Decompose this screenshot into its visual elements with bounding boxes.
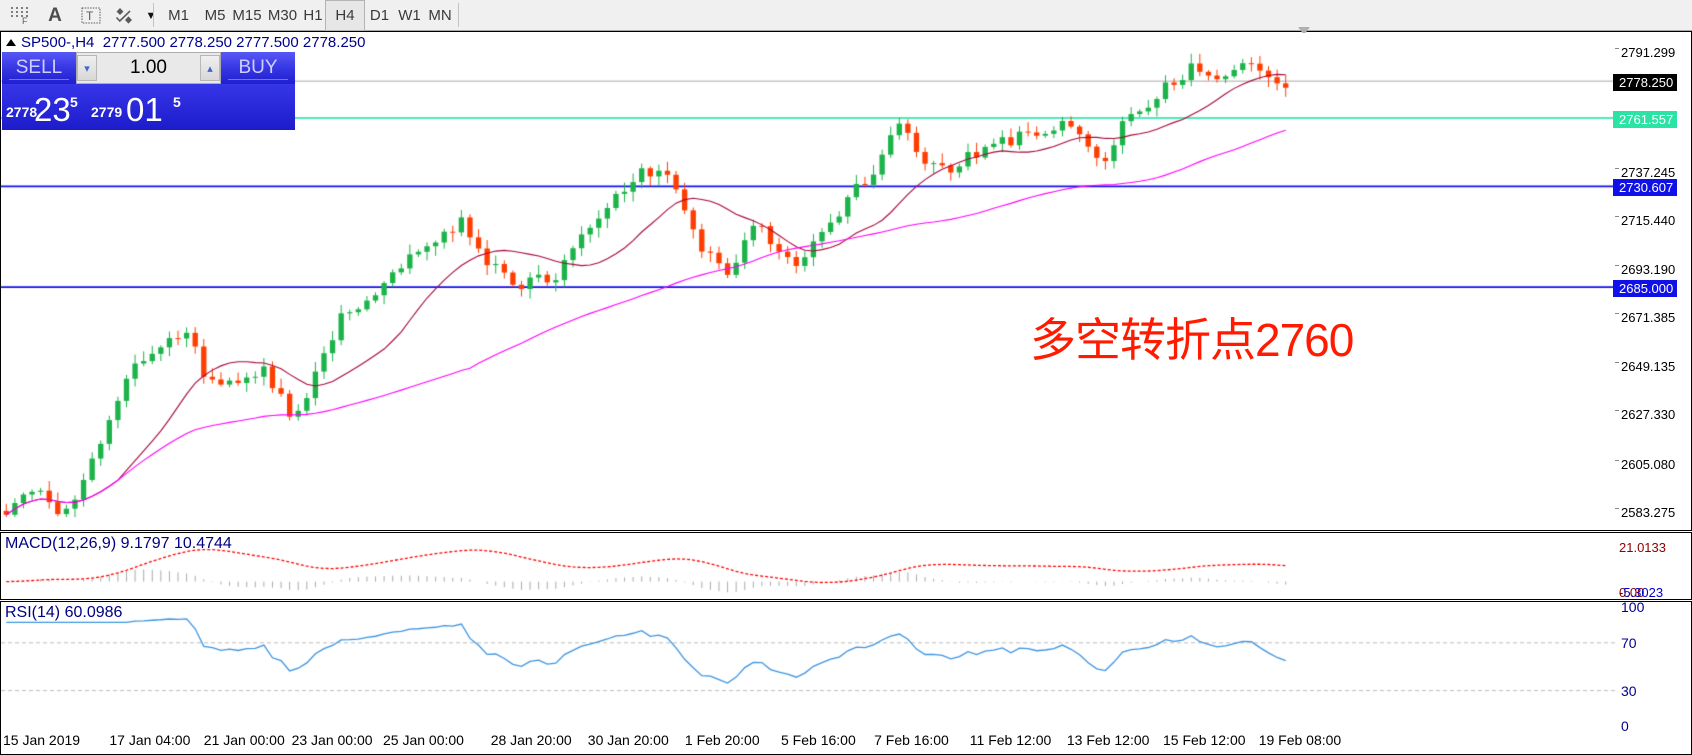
svg-text:T: T [86, 9, 94, 23]
svg-text:F: F [22, 16, 28, 25]
